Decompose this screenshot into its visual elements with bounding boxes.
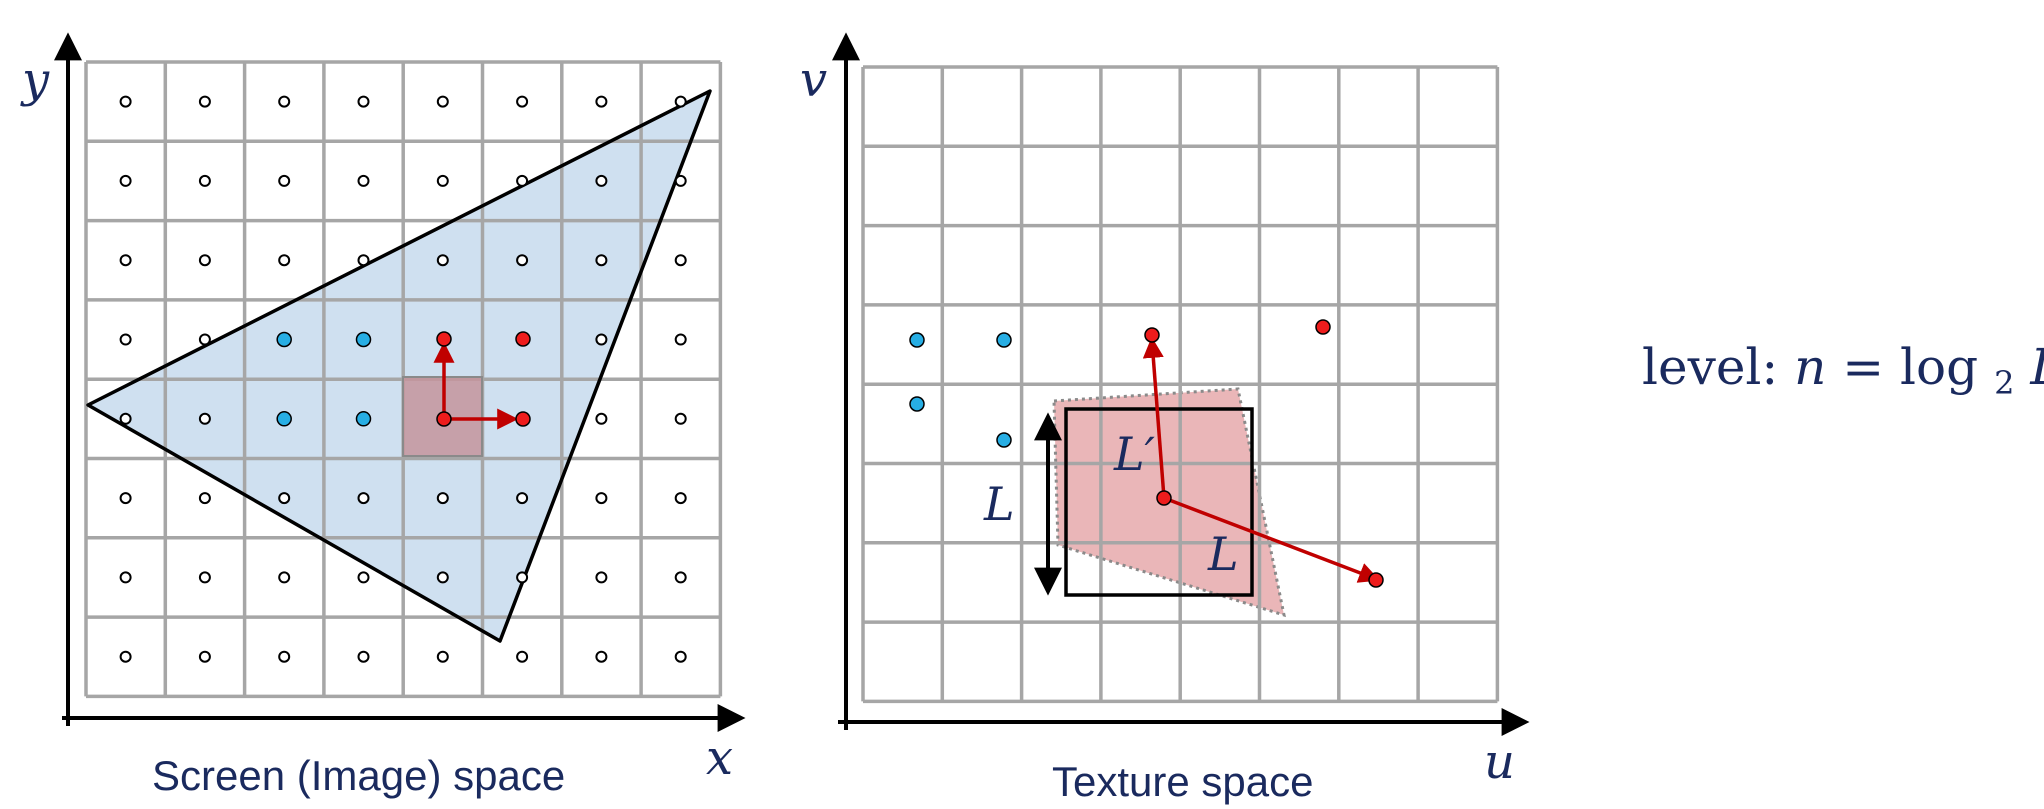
- pixel-center-dot: [198, 650, 211, 663]
- screen-space-caption: Screen (Image) space: [152, 752, 565, 799]
- formula-rhs: L: [2029, 338, 2044, 396]
- pixel-center-dot: [119, 174, 132, 187]
- dx-sample-dot: [515, 411, 531, 427]
- pixel-center-dot: [357, 650, 370, 663]
- screen-y-axis-label: y: [20, 52, 50, 108]
- texture-blue-dot: [996, 332, 1012, 348]
- pixel-center-dot: [119, 412, 132, 425]
- screen-space-panel: y x Screen (Image) space: [20, 32, 746, 799]
- pixel-center-dot: [278, 492, 291, 505]
- texture-center-dot: [1156, 490, 1172, 506]
- formula-lhs: n: [1794, 338, 1826, 396]
- pixel-center-dot: [674, 650, 687, 663]
- pixel-center-dot: [119, 650, 132, 663]
- pixel-center-dot: [674, 492, 687, 505]
- pixel-center-dot: [516, 95, 529, 108]
- pixel-center-dot: [278, 95, 291, 108]
- pixel-center-dot: [595, 174, 608, 187]
- blue-sample-dot: [355, 331, 372, 348]
- pixel-center-dot: [674, 174, 687, 187]
- pixel-center-dot: [595, 650, 608, 663]
- pixel-center-dot: [516, 174, 529, 187]
- pixel-center-dot: [436, 571, 449, 584]
- pixel-center-dot: [516, 571, 529, 584]
- pixel-center-dot: [278, 571, 291, 584]
- pixel-center-dot: [595, 254, 608, 267]
- footprint-label-prime: L′: [1113, 427, 1156, 481]
- pixel-center-dot: [278, 254, 291, 267]
- texture-space-panel: L′ L L v u Texture space: [800, 32, 1530, 805]
- texture-diag-dot: [1315, 319, 1331, 335]
- size-arrow-label: L: [983, 477, 1015, 531]
- pixel-center-dot: [674, 254, 687, 267]
- pixel-center-dot: [436, 492, 449, 505]
- pixel-center-dot: [278, 174, 291, 187]
- pixel-center-dot: [595, 571, 608, 584]
- pixel-center-dot: [357, 95, 370, 108]
- pixel-center-dot: [119, 95, 132, 108]
- pixel-center-dot: [198, 254, 211, 267]
- pixel-center-dot: [198, 174, 211, 187]
- pixel-center-dot: [198, 571, 211, 584]
- texture-space-caption: Texture space: [1052, 758, 1313, 805]
- pixel-center-dot: [674, 95, 687, 108]
- pixel-center-dot: [198, 492, 211, 505]
- pixel-center-dot: [516, 650, 529, 663]
- screen-x-axis-label: x: [706, 730, 733, 786]
- center-sample-dot: [436, 411, 452, 427]
- texture-du-dot: [1368, 572, 1384, 588]
- pixel-center-dot: [595, 95, 608, 108]
- pixel-center-dot: [119, 254, 132, 267]
- mip-level-formula: level: n = log 2 L: [1642, 338, 2044, 406]
- pixel-center-dot: [119, 571, 132, 584]
- pixel-center-dot: [357, 174, 370, 187]
- pixel-center-dot: [198, 412, 211, 425]
- pixel-center-dot: [674, 412, 687, 425]
- pixel-center-dot: [278, 650, 291, 663]
- blue-sample-dot: [276, 411, 292, 427]
- blue-sample-dot: [276, 331, 292, 348]
- pixel-center-dot: [357, 254, 370, 267]
- formula-prefix: level:: [1642, 338, 1794, 396]
- pixel-center-dot: [357, 571, 370, 584]
- pixel-center-dot: [674, 571, 687, 584]
- pixel-center-dot: [595, 492, 608, 505]
- pixel-center-dot: [436, 254, 449, 267]
- diag-sample-dot: [515, 331, 531, 347]
- pixel-center-dot: [436, 95, 449, 108]
- pixel-center-dot: [674, 333, 687, 346]
- formula-eq-log: = log: [1842, 338, 1978, 396]
- screen-grid: [84, 60, 723, 699]
- texture-grid: [861, 65, 1500, 704]
- pixel-center-dot: [198, 95, 211, 108]
- formula-subscript: 2: [1994, 364, 2014, 402]
- pixel-center-dot: [436, 174, 449, 187]
- pixel-center-dot: [198, 333, 211, 346]
- triangle-fill: [88, 91, 710, 641]
- pixel-center-dot: [119, 333, 132, 346]
- texture-blue-dot: [909, 332, 925, 348]
- pixel-center-dot: [595, 333, 608, 346]
- footprint-bounding-square: [1064, 407, 1254, 597]
- blue-sample-dot: [355, 411, 372, 427]
- pixel-center-dot: [119, 492, 132, 505]
- texture-blue-dot: [996, 432, 1012, 448]
- pixel-center-dot: [436, 650, 449, 663]
- triangle-outline: [86, 89, 712, 643]
- texture-u-axis-label: u: [1484, 734, 1515, 790]
- pixel-center-dot: [357, 492, 370, 505]
- pixel-center-dot: [516, 492, 529, 505]
- pixel-center-dot: [595, 412, 608, 425]
- dy-sample-dot: [436, 331, 452, 347]
- texture-dv-dot: [1144, 327, 1160, 343]
- texture-v-axis-label: v: [800, 52, 827, 108]
- du-arrow: [1163, 496, 1380, 583]
- pixel-center-dot: [516, 254, 529, 267]
- texture-blue-dot: [909, 396, 925, 412]
- dv-arrow: [1142, 336, 1166, 499]
- screen-sample-dots: [119, 95, 687, 663]
- footprint-label-bottom: L: [1207, 527, 1239, 581]
